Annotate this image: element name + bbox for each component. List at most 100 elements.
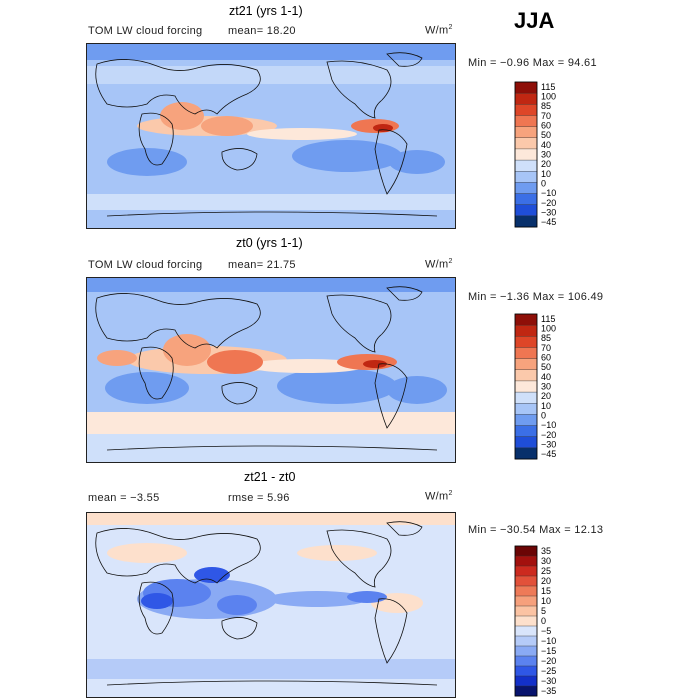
panel-1-title: zt21 (yrs 1-1) <box>229 4 303 18</box>
panel-3-map <box>86 512 456 698</box>
colorbar-swatch <box>514 665 538 677</box>
colorbar-swatch <box>514 148 538 161</box>
colorbar-tick-label: −5 <box>541 626 551 636</box>
subtropical-minimum <box>387 376 447 404</box>
northern-storm-track <box>87 66 455 84</box>
colorbar-tick-label: 100 <box>541 92 556 102</box>
panel-2-minmax-label: Min = −1.36 Max = 106.49 <box>468 291 604 303</box>
colorbar-tick-label: 60 <box>541 121 551 131</box>
colorbar-outline <box>514 81 538 228</box>
colorbar-swatch <box>514 645 538 657</box>
panel-2-variable-label: TOM LW cloud forcing <box>88 259 203 271</box>
colorbar-swatch <box>514 313 538 326</box>
colorbar-tick-label: −10 <box>541 420 556 430</box>
colorbar-tick-label: 70 <box>541 111 551 121</box>
subtropical-minimum <box>107 148 187 176</box>
colorbar-swatch <box>514 414 538 427</box>
colorbar-swatch <box>514 193 538 206</box>
panel-1-variable-label: TOM LW cloud forcing <box>88 25 203 37</box>
colorbar-tick-label: −45 <box>541 217 556 227</box>
colorbar-tick-label: 50 <box>541 130 551 140</box>
coastlines <box>95 52 438 217</box>
negative-anomaly <box>141 593 173 609</box>
panel-1-map <box>86 43 456 229</box>
colorbar-swatch <box>514 555 538 567</box>
subtropical-minimum <box>277 368 397 404</box>
colorbar-swatch <box>514 358 538 371</box>
colorbar-tick-label: −20 <box>541 198 556 208</box>
colorbar-swatch <box>514 595 538 607</box>
panel-2-title: zt0 (yrs 1-1) <box>236 236 303 250</box>
colorbar-tick-label: 115 <box>541 314 555 324</box>
colorbar-swatch <box>514 605 538 617</box>
colorbar-swatch <box>514 126 538 139</box>
colorbar-tick-label: 10 <box>541 596 551 606</box>
colorbar-swatch <box>514 615 538 627</box>
colorbar-swatch <box>514 137 538 150</box>
colorbar-tick-label: −20 <box>541 430 556 440</box>
colorbar-swatch <box>514 347 538 360</box>
itcz-band <box>247 359 367 373</box>
panel-3-rmse-label: rmse = 5.96 <box>228 492 290 504</box>
arctic-field <box>87 278 455 292</box>
colorbar-tick-label: 115 <box>541 82 555 92</box>
colorbar-tick-label: 60 <box>541 353 551 363</box>
colorbar-swatch <box>514 92 538 105</box>
colorbar-tick-label: −10 <box>541 188 556 198</box>
colorbar-tick-label: 30 <box>541 556 551 566</box>
colorbar-tick-label: 100 <box>541 324 556 334</box>
colorbar-tick-label: 0 <box>541 616 546 626</box>
colorbar-tick-label: 40 <box>541 140 551 150</box>
colorbar-swatch <box>514 159 538 172</box>
colorbar-tick-label: 85 <box>541 333 551 343</box>
colorbar-swatch <box>514 171 538 183</box>
season-label: JJA <box>514 8 555 33</box>
colorbar-tick-label: −20 <box>541 656 556 666</box>
antarctic-field <box>87 210 455 228</box>
panel-1-minmax-label: Min = −0.96 Max = 94.61 <box>468 57 597 69</box>
colorbar-tick-label: 30 <box>541 150 551 160</box>
panel-2-map <box>86 277 456 463</box>
colorbar-outline <box>514 545 538 697</box>
colorbar-tick-label: 85 <box>541 101 551 111</box>
panel-1-colorbar: 115 100 85 70 60 50 40 30 20 10 0 −10 −20 −30 −45 <box>514 81 575 228</box>
antarctic-field <box>87 434 455 462</box>
colorbar-tick-label: 15 <box>541 586 551 596</box>
colorbar-tick-label: 25 <box>541 566 551 576</box>
convective-maximum <box>207 350 263 374</box>
colorbar-tick-label: 0 <box>541 179 546 189</box>
panel-3-title: zt21 - zt0 <box>244 470 296 484</box>
panel-2-units-label: W/m2 <box>425 258 453 271</box>
arctic-field <box>87 513 455 525</box>
colorbar-tick-label: −10 <box>541 636 556 646</box>
colorbar-swatch <box>514 115 538 128</box>
colorbar-tick-label: −15 <box>541 646 556 656</box>
subtropical-minimum <box>105 372 189 404</box>
colorbar-swatch <box>514 685 538 697</box>
panel-2-colorbar: 115 100 85 70 60 50 40 30 20 10 0 −10 −20 −30 −45 <box>514 313 575 460</box>
colorbar-swatch <box>514 585 538 597</box>
colorbar-tick-label: 10 <box>541 401 551 411</box>
panel-3-minmax-label: Min = −30.54 Max = 12.13 <box>468 524 604 536</box>
colorbar-tick-label: −35 <box>541 686 556 696</box>
colorbar-tick-label: −30 <box>541 440 556 450</box>
colorbar-tick-label: 0 <box>541 411 546 421</box>
colorbar-tick-label: −25 <box>541 666 556 676</box>
panel-3-units-label: W/m2 <box>425 490 453 503</box>
colorbar-swatch <box>514 324 538 337</box>
colorbar-swatch <box>514 104 538 116</box>
colorbar-swatch <box>514 204 538 217</box>
colorbar-swatch <box>514 425 538 438</box>
colorbar-tick-label: 20 <box>541 391 551 401</box>
colorbar-tick-label: 35 <box>541 546 551 556</box>
panel-2-mean-label: mean= 21.75 <box>228 259 296 271</box>
convective-maximum <box>201 116 253 136</box>
colorbar-swatch <box>514 81 538 94</box>
colorbar-tick-label: 20 <box>541 159 551 169</box>
convective-maximum <box>97 350 137 366</box>
panel-3-map-svg <box>87 513 455 697</box>
